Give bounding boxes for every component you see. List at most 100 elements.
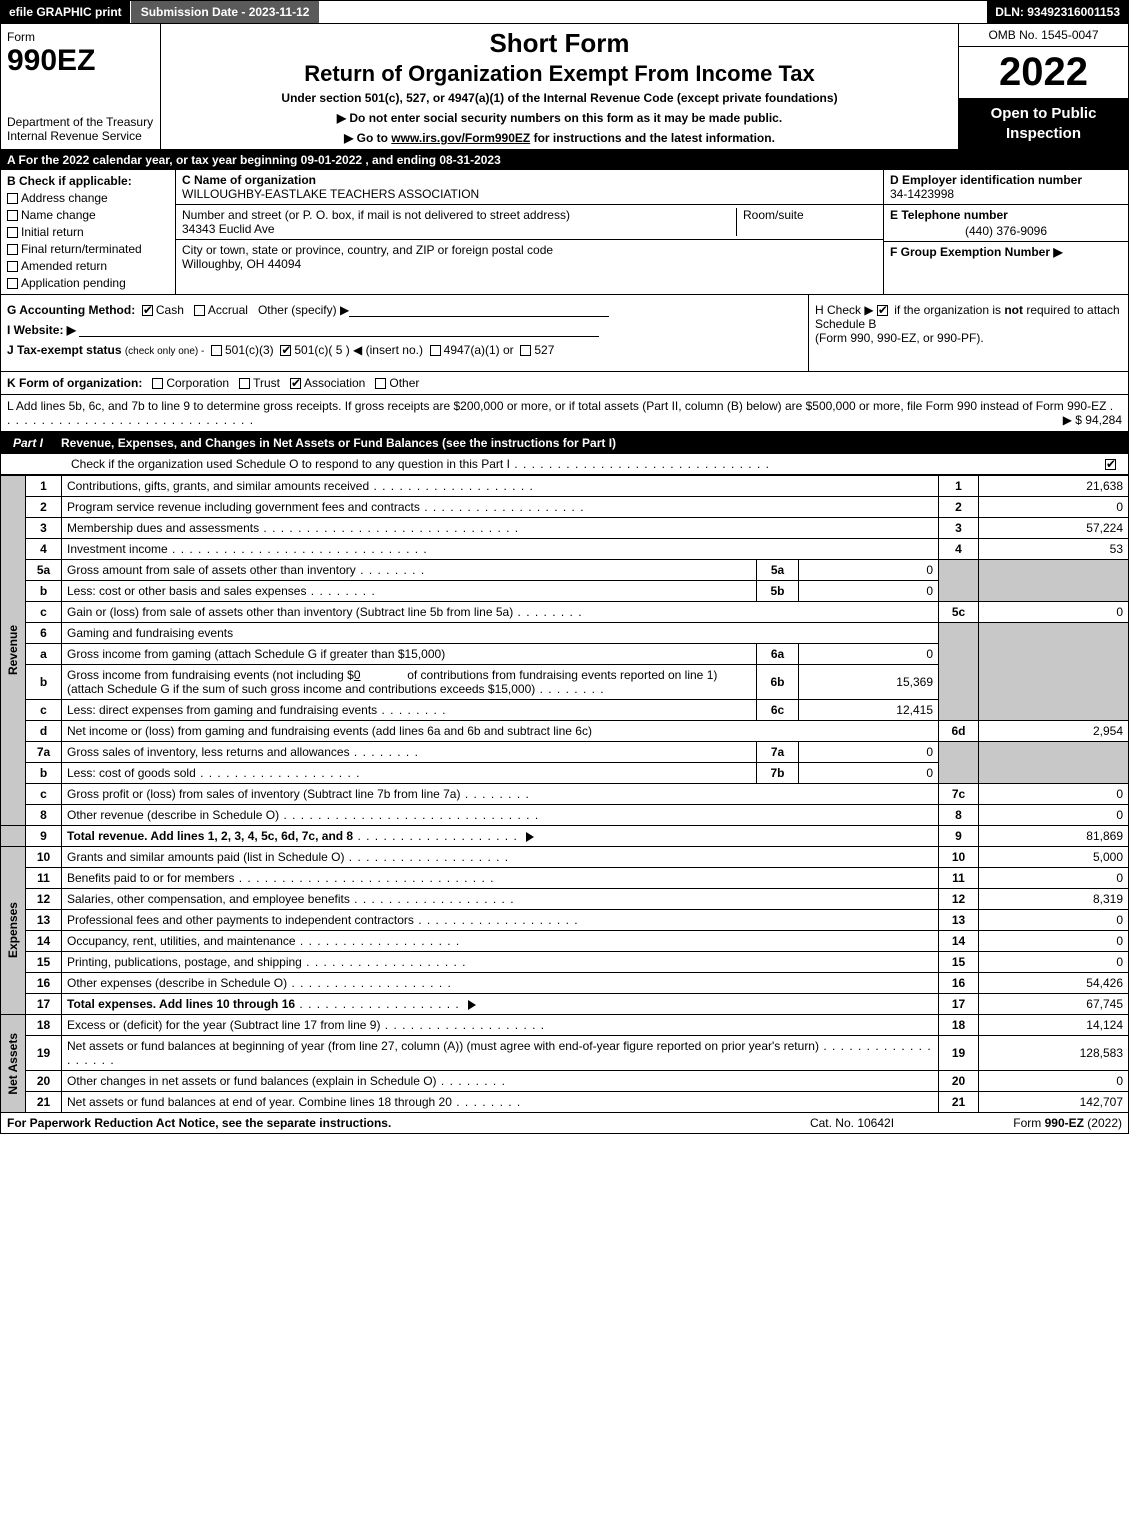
g-cash: Cash <box>156 303 184 317</box>
l21-desc: Net assets or fund balances at end of ye… <box>62 1092 939 1113</box>
l7b-num: b <box>26 763 62 784</box>
l4-desc: Investment income <box>62 539 939 560</box>
return-title: Return of Organization Exempt From Incom… <box>171 61 948 87</box>
l18-desc: Excess or (deficit) for the year (Subtra… <box>62 1015 939 1036</box>
l5c-rnum: 5c <box>939 602 979 623</box>
cb-final-return-label: Final return/terminated <box>21 242 142 256</box>
cb-application-pending[interactable]: Application pending <box>7 276 169 290</box>
cb-assoc[interactable] <box>290 378 301 389</box>
line-15: 15 Printing, publications, postage, and … <box>1 952 1129 973</box>
e-tel-cell: E Telephone number (440) 376-9096 <box>883 205 1128 242</box>
l3-num: 3 <box>26 518 62 539</box>
c-name-cell: C Name of organization WILLOUGHBY-EASTLA… <box>176 170 883 205</box>
l7c-rnum: 7c <box>939 784 979 805</box>
l8-rnum: 8 <box>939 805 979 826</box>
cb-final-return[interactable]: Final return/terminated <box>7 242 169 256</box>
lines-table: Revenue 1 Contributions, gifts, grants, … <box>0 475 1129 1113</box>
l7b-sv: 0 <box>799 763 939 784</box>
l6c-desc: Less: direct expenses from gaming and fu… <box>62 700 757 721</box>
i-label: I Website: ▶ <box>7 323 76 337</box>
c-street-label: Number and street (or P. O. box, if mail… <box>182 208 570 222</box>
line-18: Net Assets 18 Excess or (deficit) for th… <box>1 1015 1129 1036</box>
l7-greyv <box>979 742 1129 784</box>
l10-val: 5,000 <box>979 847 1129 868</box>
l19-rnum: 19 <box>939 1036 979 1071</box>
line-7c: c Gross profit or (loss) from sales of i… <box>1 784 1129 805</box>
d-ein-cell: D Employer identification number 34-1423… <box>883 170 1128 205</box>
l21-num: 21 <box>26 1092 62 1113</box>
cb-527[interactable] <box>520 345 531 356</box>
l5b-sn: 5b <box>757 581 799 602</box>
l20-desc: Other changes in net assets or fund bala… <box>62 1071 939 1092</box>
cb-trust[interactable] <box>239 378 250 389</box>
g-other: Other (specify) ▶ <box>258 303 349 317</box>
cb-amended-return[interactable]: Amended return <box>7 259 169 273</box>
l1-rnum: 1 <box>939 476 979 497</box>
l10-rnum: 10 <box>939 847 979 868</box>
j-527: 527 <box>534 343 554 357</box>
top-bar: efile GRAPHIC print Submission Date - 20… <box>0 0 1129 24</box>
cb-501c3[interactable] <box>211 345 222 356</box>
l15-val: 0 <box>979 952 1129 973</box>
l15-num: 15 <box>26 952 62 973</box>
k-assoc: Association <box>304 376 365 390</box>
cb-h[interactable] <box>877 305 888 316</box>
l7a-sv: 0 <box>799 742 939 763</box>
l6-desc: Gaming and fundraising events <box>62 623 939 644</box>
l6d-val: 2,954 <box>979 721 1129 742</box>
l2-num: 2 <box>26 497 62 518</box>
cb-name-change[interactable]: Name change <box>7 208 169 222</box>
l1-num: 1 <box>26 476 62 497</box>
l14-desc: Occupancy, rent, utilities, and maintena… <box>62 931 939 952</box>
irs-link[interactable]: www.irs.gov/Form990EZ <box>391 131 530 145</box>
l12-num: 12 <box>26 889 62 910</box>
l19-desc: Net assets or fund balances at beginning… <box>62 1036 939 1071</box>
part-i-dots <box>510 457 770 471</box>
side-netassets: Net Assets <box>1 1015 26 1113</box>
l13-val: 0 <box>979 910 1129 931</box>
j-501c3: 501(c)(3) <box>225 343 274 357</box>
sub3-post: for instructions and the latest informat… <box>530 131 775 145</box>
cb-accrual[interactable] <box>194 305 205 316</box>
col-c-org: C Name of organization WILLOUGHBY-EASTLA… <box>176 170 883 294</box>
dln-label: DLN: 93492316001153 <box>987 1 1128 23</box>
l6d-num: d <box>26 721 62 742</box>
g-left: G Accounting Method: Cash Accrual Other … <box>1 295 808 371</box>
website-line[interactable] <box>79 323 599 337</box>
short-form-title: Short Form <box>171 28 948 59</box>
l7b-desc: Less: cost of goods sold <box>62 763 757 784</box>
l5c-val: 0 <box>979 602 1129 623</box>
line-2: 2 Program service revenue including gove… <box>1 497 1129 518</box>
l19-num: 19 <box>26 1036 62 1071</box>
l1-desc: Contributions, gifts, grants, and simila… <box>62 476 939 497</box>
l6b-sv: 15,369 <box>799 665 939 700</box>
cb-4947[interactable] <box>430 345 441 356</box>
cb-other[interactable] <box>375 378 386 389</box>
efile-label[interactable]: efile GRAPHIC print <box>1 1 130 23</box>
cb-cash[interactable] <box>142 305 153 316</box>
b-heading: B Check if applicable: <box>7 174 169 188</box>
org-city: Willoughby, OH 44094 <box>182 257 301 271</box>
f-group-cell: F Group Exemption Number ▶ <box>883 242 1128 294</box>
l11-num: 11 <box>26 868 62 889</box>
cb-501c[interactable] <box>280 345 291 356</box>
line-6d: d Net income or (loss) from gaming and f… <box>1 721 1129 742</box>
g-other-line[interactable] <box>349 303 609 317</box>
cb-initial-return-label: Initial return <box>21 225 84 239</box>
f-group-label: F Group Exemption Number ▶ <box>890 245 1063 259</box>
cb-address-change[interactable]: Address change <box>7 191 169 205</box>
l7c-num: c <box>26 784 62 805</box>
form-number: 990EZ <box>7 44 154 78</box>
j-row: J Tax-exempt status (check only one) - 5… <box>7 343 802 357</box>
cb-corp[interactable] <box>152 378 163 389</box>
l3-desc: Membership dues and assessments <box>62 518 939 539</box>
line-11: 11 Benefits paid to or for members 11 0 <box>1 868 1129 889</box>
l9-rnum: 9 <box>939 826 979 847</box>
l5b-num: b <box>26 581 62 602</box>
footer-catno: Cat. No. 10642I <box>762 1116 942 1130</box>
l5b-desc: Less: cost or other basis and sales expe… <box>62 581 757 602</box>
cb-initial-return[interactable]: Initial return <box>7 225 169 239</box>
page-footer: For Paperwork Reduction Act Notice, see … <box>0 1113 1129 1134</box>
line-17: 17 Total expenses. Add lines 10 through … <box>1 994 1129 1015</box>
cb-schedule-o[interactable] <box>1105 459 1116 470</box>
